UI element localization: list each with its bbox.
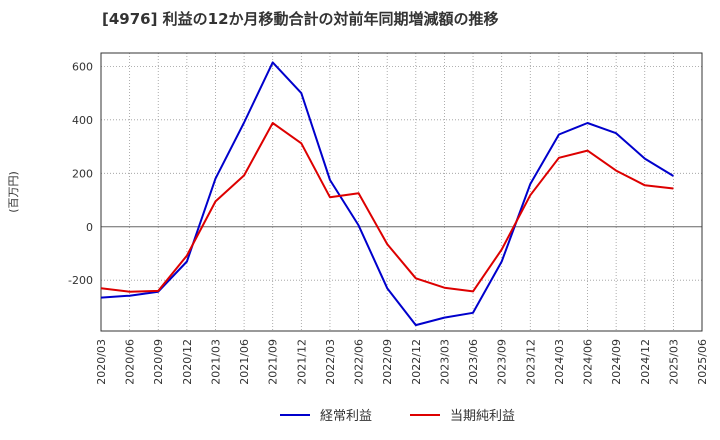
series-line-0 (100, 61, 674, 327)
x-tick-label: 2020/12 (181, 339, 194, 385)
x-tick-label: 2022/06 (353, 339, 366, 385)
chart-title: [4976] 利益の12か月移動合計の対前年同期増減額の推移 (102, 10, 499, 28)
x-tick-label: 2022/03 (324, 339, 337, 385)
x-tick-label: 2020/09 (152, 339, 165, 385)
legend: 経常利益 当期純利益 (280, 409, 515, 424)
series-line-1 (100, 122, 674, 293)
x-tick-label: 2023/06 (467, 339, 480, 385)
x-tick-label: 2025/03 (667, 339, 680, 385)
x-tick-label: 2023/03 (438, 339, 451, 385)
x-tick-label: 2023/12 (524, 339, 537, 385)
x-tick-label: 2021/03 (209, 339, 222, 385)
series-layer (100, 61, 674, 327)
x-tick-label: 2020/06 (124, 339, 137, 385)
y-tick-label: 0 (86, 221, 93, 234)
y-axis-unit: (百万円) (7, 171, 20, 213)
y-tick-label: -200 (68, 274, 93, 287)
y-tick-labels: 600 400 200 0 -200 (68, 60, 93, 287)
x-tick-label: 2023/09 (496, 339, 509, 385)
legend-label-0: 経常利益 (320, 409, 372, 424)
x-tick-label: 2021/12 (295, 339, 308, 385)
x-tick-label: 2022/09 (381, 339, 394, 385)
x-tick-label: 2021/06 (238, 339, 251, 385)
x-tick-label: 2024/06 (582, 339, 595, 385)
x-tick-label: 2024/09 (610, 339, 623, 385)
y-tick-label: 200 (72, 167, 93, 180)
x-tick-label: 2025/06 (696, 339, 709, 385)
grid (100, 53, 703, 331)
y-tick-label: 400 (72, 114, 93, 127)
x-tick-labels: 2020/03 2020/06 2020/09 2020/12 2021/03 2021/… (95, 339, 709, 385)
y-tick-label: 600 (72, 60, 93, 73)
plot-frame (100, 52, 703, 332)
legend-label-1: 当期純利益 (450, 409, 515, 424)
x-tick-label: 2024/12 (639, 339, 652, 385)
x-tick-label: 2024/03 (553, 339, 566, 385)
x-tick-label: 2020/03 (95, 339, 108, 385)
x-tick-label: 2021/09 (267, 339, 280, 385)
x-tick-label: 2022/12 (410, 339, 423, 385)
